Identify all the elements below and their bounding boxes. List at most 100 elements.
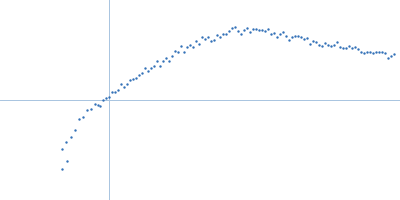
Point <box>127 78 133 82</box>
Point <box>112 90 118 93</box>
Point <box>196 42 202 45</box>
Point <box>361 52 367 55</box>
Point <box>355 47 361 50</box>
Point <box>109 91 115 94</box>
Point <box>256 28 262 32</box>
Point <box>139 71 145 74</box>
Point <box>100 98 106 101</box>
Point <box>352 46 358 49</box>
Point <box>64 159 70 162</box>
Point <box>208 39 214 43</box>
Point <box>274 35 280 38</box>
Point <box>130 77 136 80</box>
Point <box>331 43 337 46</box>
Point <box>163 56 169 60</box>
Point <box>187 44 193 47</box>
Point <box>349 46 355 49</box>
Point <box>364 50 370 54</box>
Point <box>391 53 397 56</box>
Point <box>310 39 316 42</box>
Point <box>178 45 184 48</box>
Point <box>154 59 160 63</box>
Point <box>388 55 394 58</box>
Point <box>286 39 292 42</box>
Point <box>298 35 304 39</box>
Point <box>175 50 181 53</box>
Point <box>95 103 101 106</box>
Point <box>295 35 301 38</box>
Point <box>148 66 154 69</box>
Point <box>373 50 379 54</box>
Point <box>118 82 124 86</box>
Point <box>136 73 142 76</box>
Point <box>304 36 310 39</box>
Point <box>235 29 241 33</box>
Point <box>232 26 238 29</box>
Point <box>193 39 199 42</box>
Point <box>92 103 98 106</box>
Point <box>214 34 220 37</box>
Point <box>334 40 340 44</box>
Point <box>211 39 217 42</box>
Point <box>72 128 78 131</box>
Point <box>63 140 69 143</box>
Point <box>199 36 205 39</box>
Point <box>253 27 259 30</box>
Point <box>80 115 86 118</box>
Point <box>379 50 385 53</box>
Point <box>84 109 90 112</box>
Point <box>382 52 388 55</box>
Point <box>68 135 74 138</box>
Point <box>250 27 256 30</box>
Point <box>151 65 157 68</box>
Point <box>259 29 265 32</box>
Point <box>106 95 112 99</box>
Point <box>238 32 244 36</box>
Point <box>289 35 295 38</box>
Point <box>202 37 208 41</box>
Point <box>247 31 253 34</box>
Point <box>316 44 322 47</box>
Point <box>220 32 226 35</box>
Point <box>343 46 349 50</box>
Point <box>217 35 223 38</box>
Point <box>59 148 65 151</box>
Point <box>124 83 130 86</box>
Point <box>292 35 298 38</box>
Point <box>205 35 211 38</box>
Point <box>307 42 313 45</box>
Point <box>76 117 82 120</box>
Point <box>265 28 271 31</box>
Point <box>301 37 307 41</box>
Point <box>271 32 277 35</box>
Point <box>280 30 286 33</box>
Point <box>172 50 178 53</box>
Point <box>142 67 148 70</box>
Point <box>244 26 250 29</box>
Point <box>97 105 103 108</box>
Point <box>367 51 373 54</box>
Point <box>277 32 283 36</box>
Point <box>184 46 190 49</box>
Point <box>181 50 187 53</box>
Point <box>166 60 172 63</box>
Point <box>346 44 352 47</box>
Point <box>229 27 235 30</box>
Point <box>160 59 166 62</box>
Point <box>226 29 232 32</box>
Point <box>385 57 391 60</box>
Point <box>322 41 328 45</box>
Point <box>337 46 343 49</box>
Point <box>145 69 151 72</box>
Point <box>370 51 376 55</box>
Point <box>157 64 163 67</box>
Point <box>313 41 319 44</box>
Point <box>169 54 175 57</box>
Point <box>268 32 274 35</box>
Point <box>59 167 65 170</box>
Point <box>103 97 109 100</box>
Point <box>340 47 346 50</box>
Point <box>358 51 364 54</box>
Point <box>133 77 139 80</box>
Point <box>190 46 196 49</box>
